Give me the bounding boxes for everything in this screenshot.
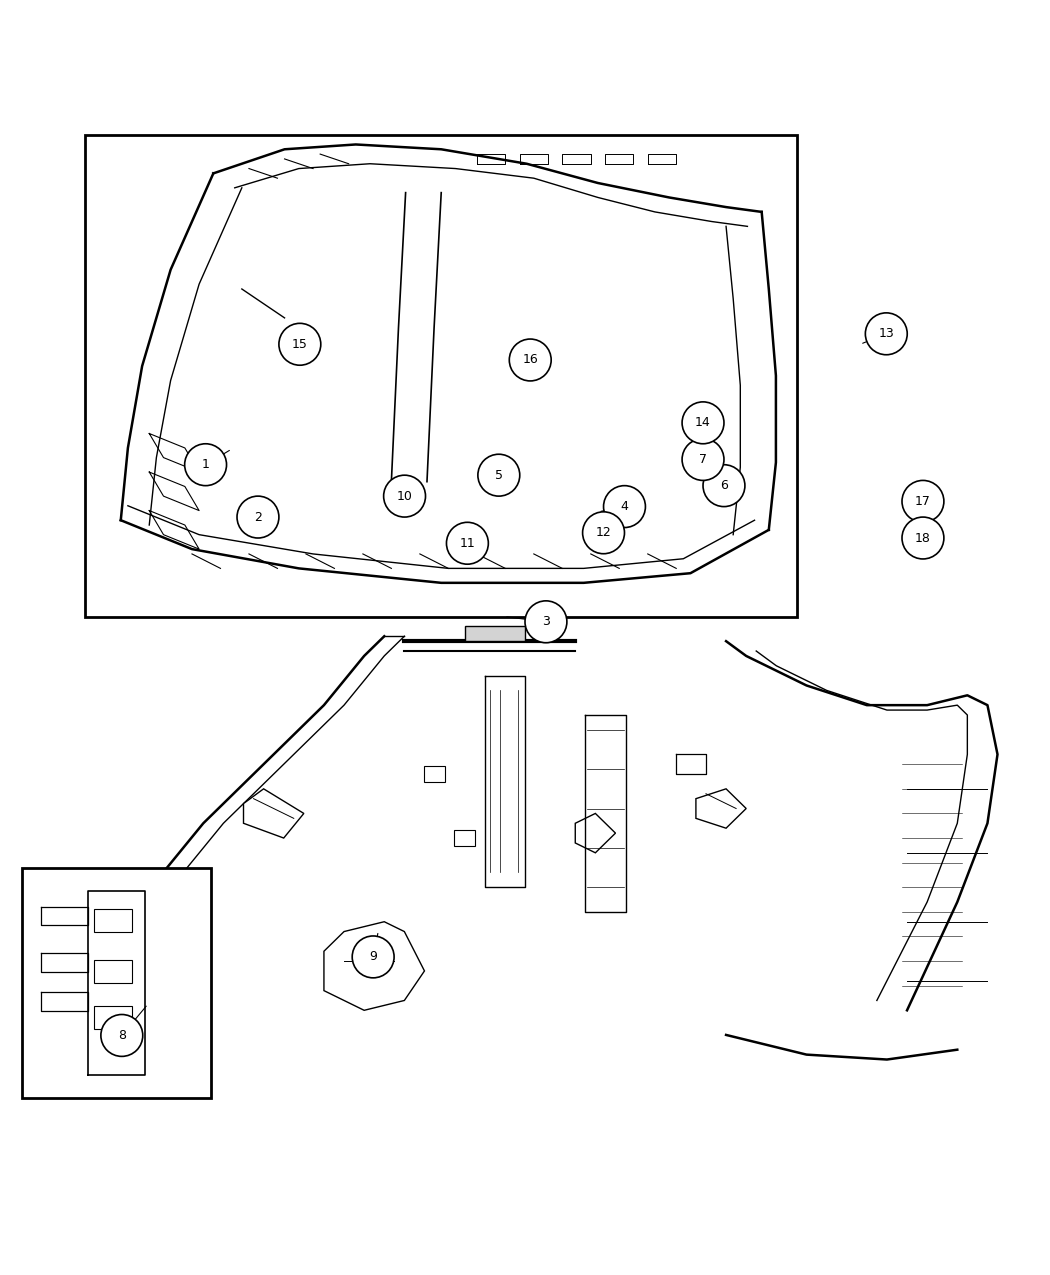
Text: 3: 3 [542,616,550,629]
FancyBboxPatch shape [22,868,211,1098]
Circle shape [185,444,227,486]
Circle shape [682,402,723,444]
Text: 8: 8 [118,1029,126,1042]
Bar [424,766,445,783]
Circle shape [509,339,551,381]
Text: 2: 2 [254,510,261,524]
Circle shape [352,936,394,978]
Text: 18: 18 [915,532,931,544]
Circle shape [865,312,907,354]
Text: 12: 12 [595,527,611,539]
Circle shape [525,601,567,643]
Text: 11: 11 [460,537,476,550]
Text: 15: 15 [292,338,308,351]
Text: 10: 10 [397,490,413,502]
Polygon shape [696,789,747,829]
Polygon shape [465,626,525,641]
Bar [93,960,131,983]
FancyBboxPatch shape [85,135,797,617]
Polygon shape [324,922,424,1010]
Text: 6: 6 [720,479,728,492]
Circle shape [383,476,425,518]
Circle shape [682,439,723,481]
Circle shape [237,496,279,538]
Circle shape [101,1015,143,1057]
Bar [93,909,131,932]
Circle shape [902,518,944,558]
Text: 7: 7 [699,453,707,465]
Circle shape [446,523,488,565]
Bar [93,1006,131,1029]
Text: 17: 17 [915,495,931,507]
Circle shape [902,481,944,523]
Text: 5: 5 [495,469,503,482]
Polygon shape [575,813,615,853]
Text: 13: 13 [879,328,895,340]
Circle shape [604,486,646,528]
Circle shape [478,454,520,496]
Text: 14: 14 [695,417,711,430]
Bar [455,830,476,847]
Text: 1: 1 [202,458,210,472]
Text: 16: 16 [522,353,538,366]
Circle shape [583,511,625,553]
Polygon shape [244,789,303,838]
Text: 9: 9 [370,950,377,964]
Circle shape [279,324,321,365]
Text: 4: 4 [621,500,628,513]
Circle shape [704,464,744,506]
